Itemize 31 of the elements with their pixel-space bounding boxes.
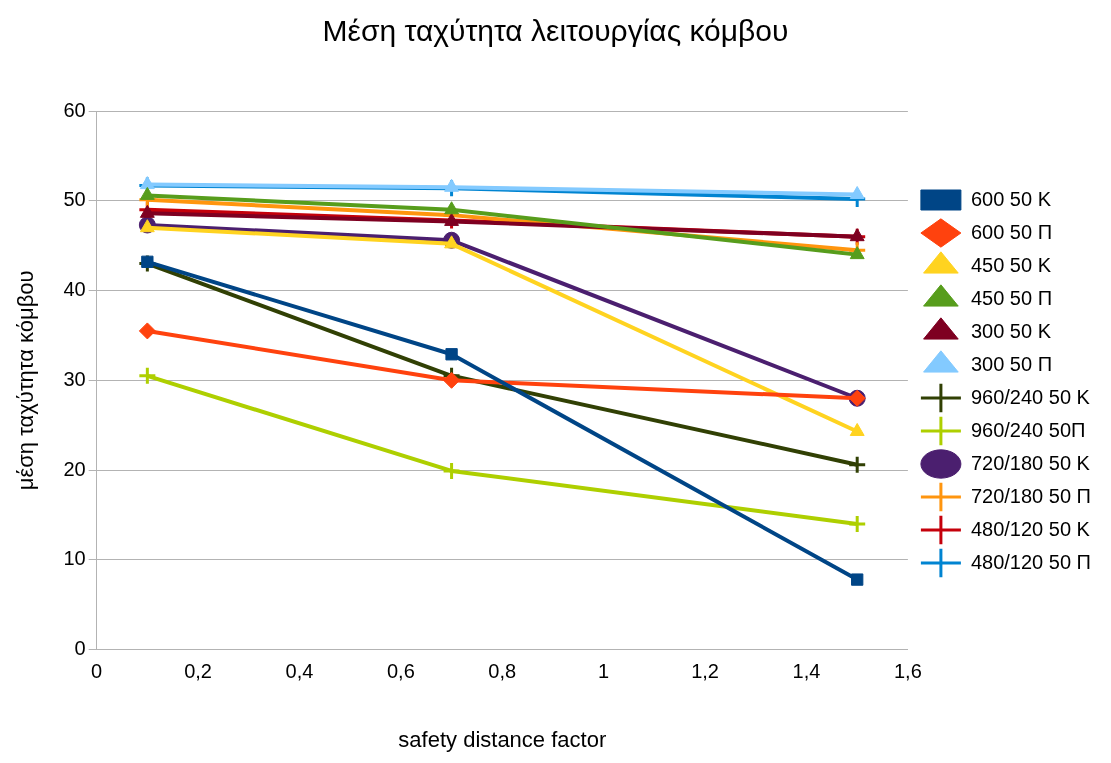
x-axis-title: safety distance factor [398, 726, 607, 752]
x-tick-label: 0,8 [488, 660, 517, 683]
y-tick-label: 20 [63, 457, 86, 480]
legend-label: 600 50 Π [970, 220, 1053, 243]
legend-label: 600 50 K [970, 187, 1052, 210]
y-tick-label: 10 [63, 547, 86, 570]
x-tick-label: 1,2 [691, 660, 719, 683]
x-tick-label: 1,4 [792, 660, 821, 683]
legend-label: 960/240 50 K [970, 385, 1091, 408]
legend-label: 480/120 50 K [970, 517, 1091, 540]
legend-label: 300 50 K [970, 319, 1052, 342]
y-tick-label: 0 [74, 637, 86, 660]
x-tick-label: 0,4 [285, 660, 314, 683]
legend-label: 720/180 50 Π [970, 484, 1092, 507]
y-axis-title: μέση ταχύτητα κόμβου [13, 270, 39, 491]
x-tick-label: 1,6 [894, 660, 922, 683]
legend-label: 450 50 Π [970, 286, 1053, 309]
x-tick-label: 0,6 [386, 660, 415, 683]
x-tick-label: 1 [598, 660, 610, 683]
legend-label: 720/180 50 K [970, 451, 1091, 474]
y-tick-label: 60 [63, 98, 86, 121]
x-tick-label: 0,2 [184, 660, 212, 683]
legend-label: 300 50 Π [970, 352, 1053, 375]
y-tick-label: 40 [63, 278, 86, 301]
legend-label: 480/120 50 Π [970, 550, 1092, 573]
x-tick-label: 0 [91, 660, 103, 683]
legend-label: 450 50 K [970, 253, 1052, 276]
y-tick-label: 30 [63, 367, 86, 390]
y-tick-label: 50 [63, 188, 86, 211]
legend-label: 960/240 50Π [970, 418, 1086, 441]
chart-title: Μέση ταχύτητα λειτουργίας κόμβου [322, 14, 789, 48]
